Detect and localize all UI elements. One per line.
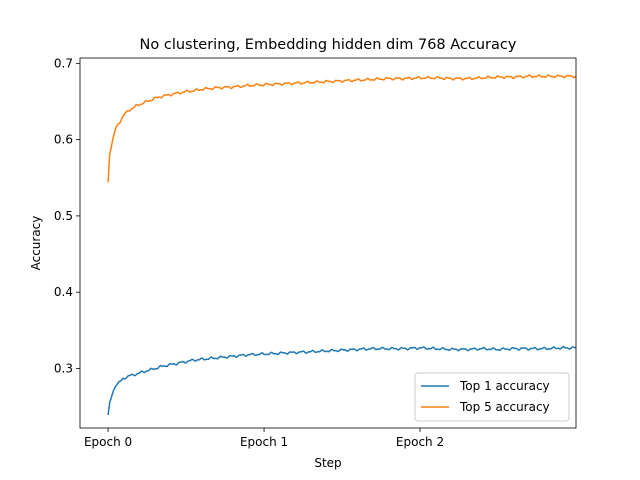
x-tick-label: Epoch 0 bbox=[84, 435, 132, 449]
series-line-top5 bbox=[107, 74, 577, 183]
x-axis-label: Step bbox=[314, 456, 341, 470]
plot-area-frame bbox=[79, 57, 577, 429]
legend: Top 1 accuracy Top 5 accuracy bbox=[414, 372, 570, 422]
x-axis-ticks: Epoch 0 Epoch 1 Epoch 2 bbox=[84, 428, 444, 449]
legend-label-top1: Top 1 accuracy bbox=[459, 379, 550, 393]
y-axis-label: Accuracy bbox=[29, 216, 43, 271]
y-tick-label: 0.5 bbox=[54, 209, 73, 223]
legend-box bbox=[414, 372, 570, 422]
y-tick-label: 0.6 bbox=[54, 133, 73, 147]
y-tick-label: 0.7 bbox=[54, 56, 73, 70]
y-tick-label: 0.3 bbox=[54, 361, 73, 375]
y-axis-ticks: 0.3 0.4 0.5 0.6 0.7 bbox=[54, 56, 80, 375]
y-tick-label: 0.4 bbox=[54, 285, 73, 299]
legend-label-top5: Top 5 accuracy bbox=[459, 400, 550, 414]
series-line-top1 bbox=[107, 345, 577, 416]
x-tick-label: Epoch 2 bbox=[396, 435, 444, 449]
x-tick-label: Epoch 1 bbox=[240, 435, 288, 449]
chart-title: No clustering, Embedding hidden dim 768 … bbox=[140, 37, 517, 53]
series-layer bbox=[107, 74, 577, 416]
